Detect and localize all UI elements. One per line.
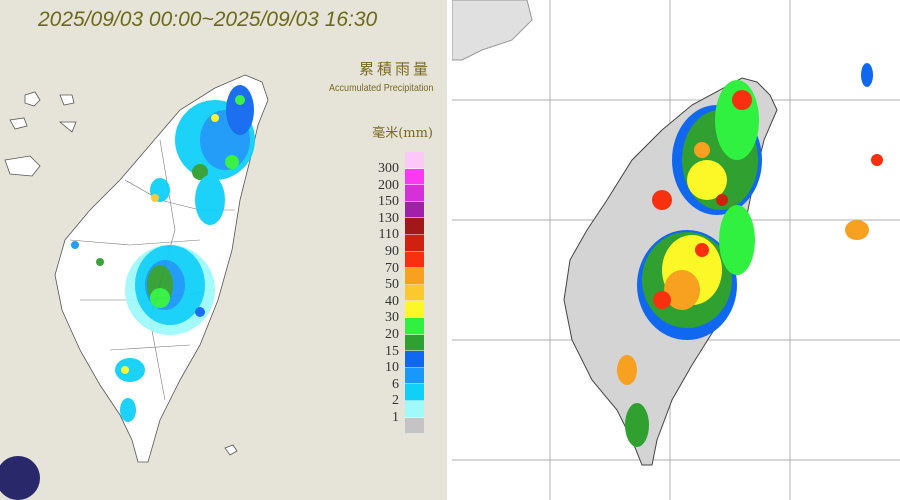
legend-swatch bbox=[405, 251, 424, 269]
legend-swatch bbox=[405, 317, 424, 335]
taiwan-rainfall-map bbox=[0, 74, 269, 500]
grid-lines bbox=[452, 0, 900, 500]
legend-label: 300 bbox=[378, 161, 399, 176]
radar-echo-map bbox=[452, 0, 900, 500]
islet bbox=[224, 444, 238, 456]
legend-swatch bbox=[405, 218, 424, 235]
kinmen-island bbox=[4, 155, 41, 177]
legend-swatch bbox=[405, 152, 424, 169]
legend-label: 2 bbox=[392, 393, 399, 409]
china-coast bbox=[452, 0, 533, 61]
legend-label: 30 bbox=[385, 310, 399, 326]
legend-swatch bbox=[405, 351, 424, 368]
legend-swatch bbox=[405, 301, 424, 318]
legend-label: 6 bbox=[392, 376, 399, 392]
legend-label: 130 bbox=[378, 210, 399, 226]
legend-swatch bbox=[405, 234, 424, 252]
legend-title-en: Accumulated Precipitation bbox=[328, 82, 433, 94]
legend-label: 50 bbox=[385, 277, 399, 293]
legend-label: 90 bbox=[385, 243, 399, 259]
legend-label: 20 bbox=[385, 326, 399, 342]
legend-label: 40 bbox=[385, 293, 399, 309]
accumulated-precipitation-map: 2025/09/03 00:00~2025/09/03 16:30 累積雨量 A… bbox=[0, 0, 447, 500]
legend-label: 110 bbox=[378, 227, 399, 243]
cwa-logo bbox=[0, 456, 40, 500]
legend-swatch bbox=[405, 168, 424, 186]
color-scale-labels: 300 200 150 130 110 90 70 50 40 30 20 15 10 6 2 1 bbox=[378, 161, 399, 427]
legend-label: 70 bbox=[385, 260, 399, 276]
legend-swatch bbox=[405, 284, 424, 302]
color-scale bbox=[405, 152, 424, 435]
legend-label: 200 bbox=[378, 177, 399, 193]
legend-label: 150 bbox=[378, 194, 399, 210]
legend-swatch bbox=[405, 384, 424, 401]
legend-swatch bbox=[405, 185, 424, 202]
legend-swatch bbox=[405, 334, 424, 352]
legend-swatch bbox=[405, 268, 424, 285]
legend-label: 10 bbox=[385, 360, 399, 376]
time-range-title: 2025/09/03 00:00~2025/09/03 16:30 bbox=[38, 8, 378, 31]
penghu-islands bbox=[9, 91, 77, 133]
legend-swatch bbox=[405, 367, 424, 385]
legend-label: 15 bbox=[385, 343, 399, 359]
radar-echoes bbox=[617, 63, 883, 447]
legend-swatch bbox=[405, 417, 424, 435]
legend-label: 1 bbox=[392, 409, 399, 425]
legend-title-zh: 累積雨量 bbox=[358, 60, 431, 78]
legend-swatch bbox=[405, 201, 424, 219]
legend-unit: 毫米(mm) bbox=[372, 126, 433, 141]
radar-map bbox=[452, 0, 900, 500]
legend-swatch bbox=[405, 400, 424, 418]
rain-areas bbox=[71, 85, 255, 422]
